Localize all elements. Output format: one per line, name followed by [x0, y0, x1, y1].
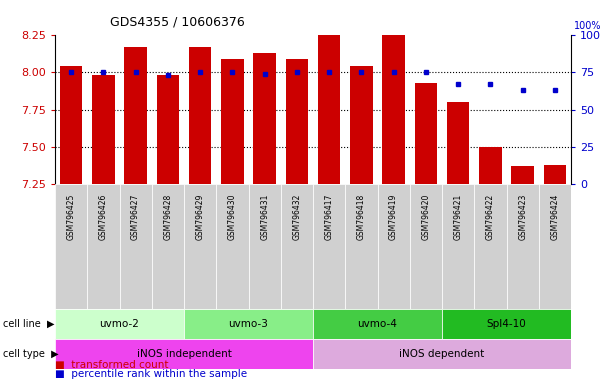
Bar: [184, 184, 216, 309]
Text: GSM796420: GSM796420: [422, 194, 430, 240]
Text: Spl4-10: Spl4-10: [486, 319, 526, 329]
Text: 100%: 100%: [574, 21, 602, 31]
Text: GSM796427: GSM796427: [131, 194, 140, 240]
Text: ■  transformed count: ■ transformed count: [55, 360, 169, 370]
Text: ■  percentile rank within the sample: ■ percentile rank within the sample: [55, 369, 247, 379]
Text: GSM796429: GSM796429: [196, 194, 205, 240]
Bar: [544, 165, 566, 184]
Bar: [92, 75, 115, 184]
Text: uvmo-4: uvmo-4: [357, 319, 397, 329]
Text: GSM796426: GSM796426: [99, 194, 108, 240]
Bar: [87, 184, 120, 309]
Text: GSM796423: GSM796423: [518, 194, 527, 240]
Bar: [221, 59, 244, 184]
Bar: [285, 59, 308, 184]
Bar: [350, 66, 373, 184]
Text: uvmo-3: uvmo-3: [229, 319, 268, 329]
Bar: [410, 184, 442, 309]
Text: GSM796431: GSM796431: [260, 194, 269, 240]
Bar: [447, 102, 469, 184]
Bar: [55, 184, 87, 309]
Text: GSM796419: GSM796419: [389, 194, 398, 240]
Text: GSM796425: GSM796425: [67, 194, 76, 240]
Text: iNOS independent: iNOS independent: [137, 349, 232, 359]
Text: GDS4355 / 10606376: GDS4355 / 10606376: [110, 15, 245, 28]
Bar: [507, 184, 539, 309]
Text: GSM796432: GSM796432: [293, 194, 301, 240]
Bar: [378, 184, 410, 309]
Bar: [184, 309, 313, 339]
Bar: [345, 184, 378, 309]
Bar: [318, 35, 340, 184]
Text: GSM796424: GSM796424: [551, 194, 560, 240]
Text: cell line  ▶: cell line ▶: [3, 319, 54, 329]
Bar: [60, 66, 82, 184]
Bar: [254, 53, 276, 184]
Bar: [55, 339, 313, 369]
Bar: [474, 184, 507, 309]
Text: GSM796428: GSM796428: [163, 194, 172, 240]
Bar: [313, 309, 442, 339]
Bar: [280, 184, 313, 309]
Text: GSM796422: GSM796422: [486, 194, 495, 240]
Bar: [120, 184, 152, 309]
Bar: [479, 147, 502, 184]
Bar: [442, 184, 474, 309]
Text: cell type  ▶: cell type ▶: [3, 349, 59, 359]
Bar: [442, 309, 571, 339]
Bar: [249, 184, 280, 309]
Bar: [216, 184, 249, 309]
Text: GSM796418: GSM796418: [357, 194, 366, 240]
Text: GSM796421: GSM796421: [453, 194, 463, 240]
Bar: [156, 75, 179, 184]
Bar: [511, 166, 534, 184]
Bar: [124, 47, 147, 184]
Bar: [152, 184, 184, 309]
Bar: [415, 83, 437, 184]
Bar: [313, 184, 345, 309]
Text: GSM796417: GSM796417: [324, 194, 334, 240]
Text: GSM796430: GSM796430: [228, 194, 237, 240]
Bar: [382, 35, 405, 184]
Bar: [539, 184, 571, 309]
Bar: [189, 47, 211, 184]
Bar: [55, 309, 184, 339]
Text: uvmo-2: uvmo-2: [100, 319, 139, 329]
Bar: [313, 339, 571, 369]
Text: iNOS dependent: iNOS dependent: [400, 349, 485, 359]
